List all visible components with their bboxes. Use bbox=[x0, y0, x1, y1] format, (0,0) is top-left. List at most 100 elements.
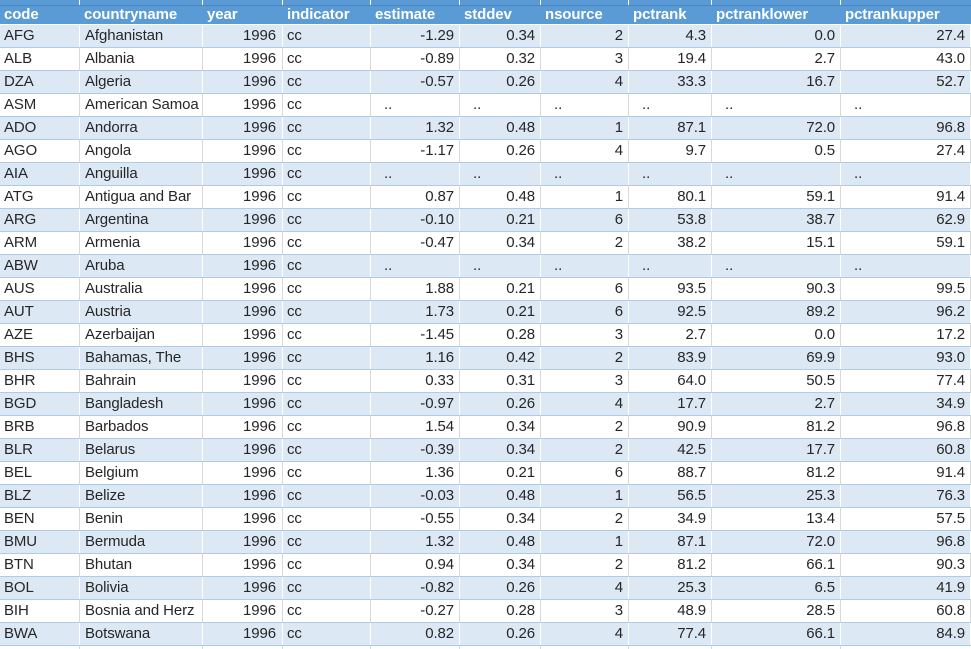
cell-estimate[interactable]: .. bbox=[371, 163, 460, 185]
cell-pctranklower[interactable]: 15.1 bbox=[712, 232, 841, 254]
cell-pctranklower[interactable]: 66.1 bbox=[712, 623, 841, 645]
cell-code[interactable]: BMU bbox=[0, 531, 80, 553]
cell-indicator[interactable]: cc bbox=[283, 508, 371, 530]
cell-indicator[interactable]: cc bbox=[283, 163, 371, 185]
cell-estimate[interactable]: 0.94 bbox=[371, 554, 460, 576]
cell-stddev[interactable]: 0.26 bbox=[460, 140, 541, 162]
cell-pctrankupper[interactable]: 93.0 bbox=[841, 347, 971, 369]
cell-code[interactable]: ABW bbox=[0, 255, 80, 277]
column-header-pctranklower[interactable]: pctranklower bbox=[712, 6, 841, 25]
cell-stddev[interactable]: 0.28 bbox=[460, 600, 541, 622]
cell-pctrankupper[interactable]: 34.9 bbox=[841, 393, 971, 415]
column-header-indicator[interactable]: indicator bbox=[283, 6, 371, 25]
cell-pctrankupper[interactable]: 77.4 bbox=[841, 370, 971, 392]
column-header-stddev[interactable]: stddev bbox=[460, 6, 541, 25]
cell-estimate[interactable]: -0.97 bbox=[371, 393, 460, 415]
cell-countryname[interactable]: Afghanistan bbox=[80, 25, 203, 47]
cell-nsource[interactable]: 3 bbox=[541, 324, 629, 346]
cell-pctranklower[interactable]: 90.3 bbox=[712, 278, 841, 300]
cell-code[interactable]: ASM bbox=[0, 94, 80, 116]
cell-nsource[interactable]: 2 bbox=[541, 347, 629, 369]
cell-nsource[interactable]: .. bbox=[541, 255, 629, 277]
cell-estimate[interactable]: -0.39 bbox=[371, 439, 460, 461]
cell-nsource[interactable]: 4 bbox=[541, 140, 629, 162]
cell-code[interactable]: ALB bbox=[0, 48, 80, 70]
cell-pctranklower[interactable]: 72.0 bbox=[712, 117, 841, 139]
cell-pctrank[interactable]: 77.4 bbox=[629, 623, 712, 645]
cell-nsource[interactable]: 4 bbox=[541, 623, 629, 645]
cell-year[interactable]: 1996 bbox=[203, 117, 283, 139]
cell-code[interactable]: BOL bbox=[0, 577, 80, 599]
cell-pctranklower[interactable]: 16.7 bbox=[712, 71, 841, 93]
cell-estimate[interactable]: -0.10 bbox=[371, 209, 460, 231]
cell-code[interactable]: BIH bbox=[0, 600, 80, 622]
cell-pctrankupper[interactable]: 91.4 bbox=[841, 462, 971, 484]
cell-pctrank[interactable]: 42.5 bbox=[629, 439, 712, 461]
cell-pctrank[interactable]: 9.7 bbox=[629, 140, 712, 162]
cell-pctrankupper[interactable]: 41.9 bbox=[841, 577, 971, 599]
cell-nsource[interactable]: 3 bbox=[541, 600, 629, 622]
cell-estimate[interactable]: -0.47 bbox=[371, 232, 460, 254]
cell-pctrankupper[interactable]: 99.5 bbox=[841, 278, 971, 300]
cell-estimate[interactable]: 1.32 bbox=[371, 117, 460, 139]
cell-indicator[interactable]: cc bbox=[283, 117, 371, 139]
cell-pctrankupper[interactable]: .. bbox=[841, 94, 971, 116]
cell-estimate[interactable]: 1.36 bbox=[371, 462, 460, 484]
cell-pctrankupper[interactable]: 27.4 bbox=[841, 140, 971, 162]
cell-indicator[interactable]: cc bbox=[283, 48, 371, 70]
column-header-countryname[interactable]: countryname bbox=[80, 6, 203, 25]
cell-code[interactable]: DZA bbox=[0, 71, 80, 93]
cell-year[interactable]: 1996 bbox=[203, 71, 283, 93]
cell-code[interactable]: BEL bbox=[0, 462, 80, 484]
cell-year[interactable]: 1996 bbox=[203, 232, 283, 254]
cell-estimate[interactable]: -0.57 bbox=[371, 71, 460, 93]
cell-year[interactable]: 1996 bbox=[203, 623, 283, 645]
cell-pctrankupper[interactable]: 52.7 bbox=[841, 71, 971, 93]
cell-stddev[interactable]: 0.21 bbox=[460, 462, 541, 484]
cell-stddev[interactable]: .. bbox=[460, 163, 541, 185]
cell-code[interactable]: AGO bbox=[0, 140, 80, 162]
cell-estimate[interactable]: 1.16 bbox=[371, 347, 460, 369]
cell-nsource[interactable]: 1 bbox=[541, 531, 629, 553]
cell-stddev[interactable]: 0.21 bbox=[460, 301, 541, 323]
cell-code[interactable]: ARM bbox=[0, 232, 80, 254]
cell-indicator[interactable]: cc bbox=[283, 347, 371, 369]
cell-stddev[interactable]: 0.34 bbox=[460, 554, 541, 576]
cell-pctrankupper[interactable]: 90.3 bbox=[841, 554, 971, 576]
cell-indicator[interactable]: cc bbox=[283, 25, 371, 47]
cell-nsource[interactable]: 3 bbox=[541, 48, 629, 70]
cell-pctranklower[interactable]: 25.3 bbox=[712, 485, 841, 507]
column-header-nsource[interactable]: nsource bbox=[541, 6, 629, 25]
cell-nsource[interactable]: 6 bbox=[541, 209, 629, 231]
cell-estimate[interactable]: -0.03 bbox=[371, 485, 460, 507]
cell-year[interactable]: 1996 bbox=[203, 462, 283, 484]
cell-pctrank[interactable]: .. bbox=[629, 255, 712, 277]
cell-estimate[interactable]: -1.17 bbox=[371, 140, 460, 162]
cell-code[interactable]: AZE bbox=[0, 324, 80, 346]
cell-estimate[interactable]: 1.88 bbox=[371, 278, 460, 300]
cell-year[interactable]: 1996 bbox=[203, 600, 283, 622]
cell-pctranklower[interactable]: 50.5 bbox=[712, 370, 841, 392]
cell-pctrankupper[interactable]: 76.3 bbox=[841, 485, 971, 507]
cell-countryname[interactable]: Botswana bbox=[80, 623, 203, 645]
cell-nsource[interactable]: 2 bbox=[541, 439, 629, 461]
cell-nsource[interactable]: 2 bbox=[541, 232, 629, 254]
cell-indicator[interactable]: cc bbox=[283, 600, 371, 622]
cell-countryname[interactable]: Bangladesh bbox=[80, 393, 203, 415]
cell-code[interactable]: BHS bbox=[0, 347, 80, 369]
cell-pctrank[interactable]: 4.3 bbox=[629, 25, 712, 47]
cell-pctrank[interactable]: 48.9 bbox=[629, 600, 712, 622]
cell-indicator[interactable]: cc bbox=[283, 393, 371, 415]
cell-year[interactable]: 1996 bbox=[203, 278, 283, 300]
cell-stddev[interactable]: 0.48 bbox=[460, 117, 541, 139]
cell-nsource[interactable]: 4 bbox=[541, 393, 629, 415]
cell-pctrank[interactable]: 93.5 bbox=[629, 278, 712, 300]
cell-code[interactable]: BGD bbox=[0, 393, 80, 415]
cell-pctrankupper[interactable]: 96.8 bbox=[841, 416, 971, 438]
cell-pctrank[interactable]: 83.9 bbox=[629, 347, 712, 369]
cell-nsource[interactable]: 2 bbox=[541, 416, 629, 438]
cell-countryname[interactable]: Bermuda bbox=[80, 531, 203, 553]
cell-year[interactable]: 1996 bbox=[203, 48, 283, 70]
cell-nsource[interactable]: 6 bbox=[541, 278, 629, 300]
cell-pctrankupper[interactable]: 84.9 bbox=[841, 623, 971, 645]
